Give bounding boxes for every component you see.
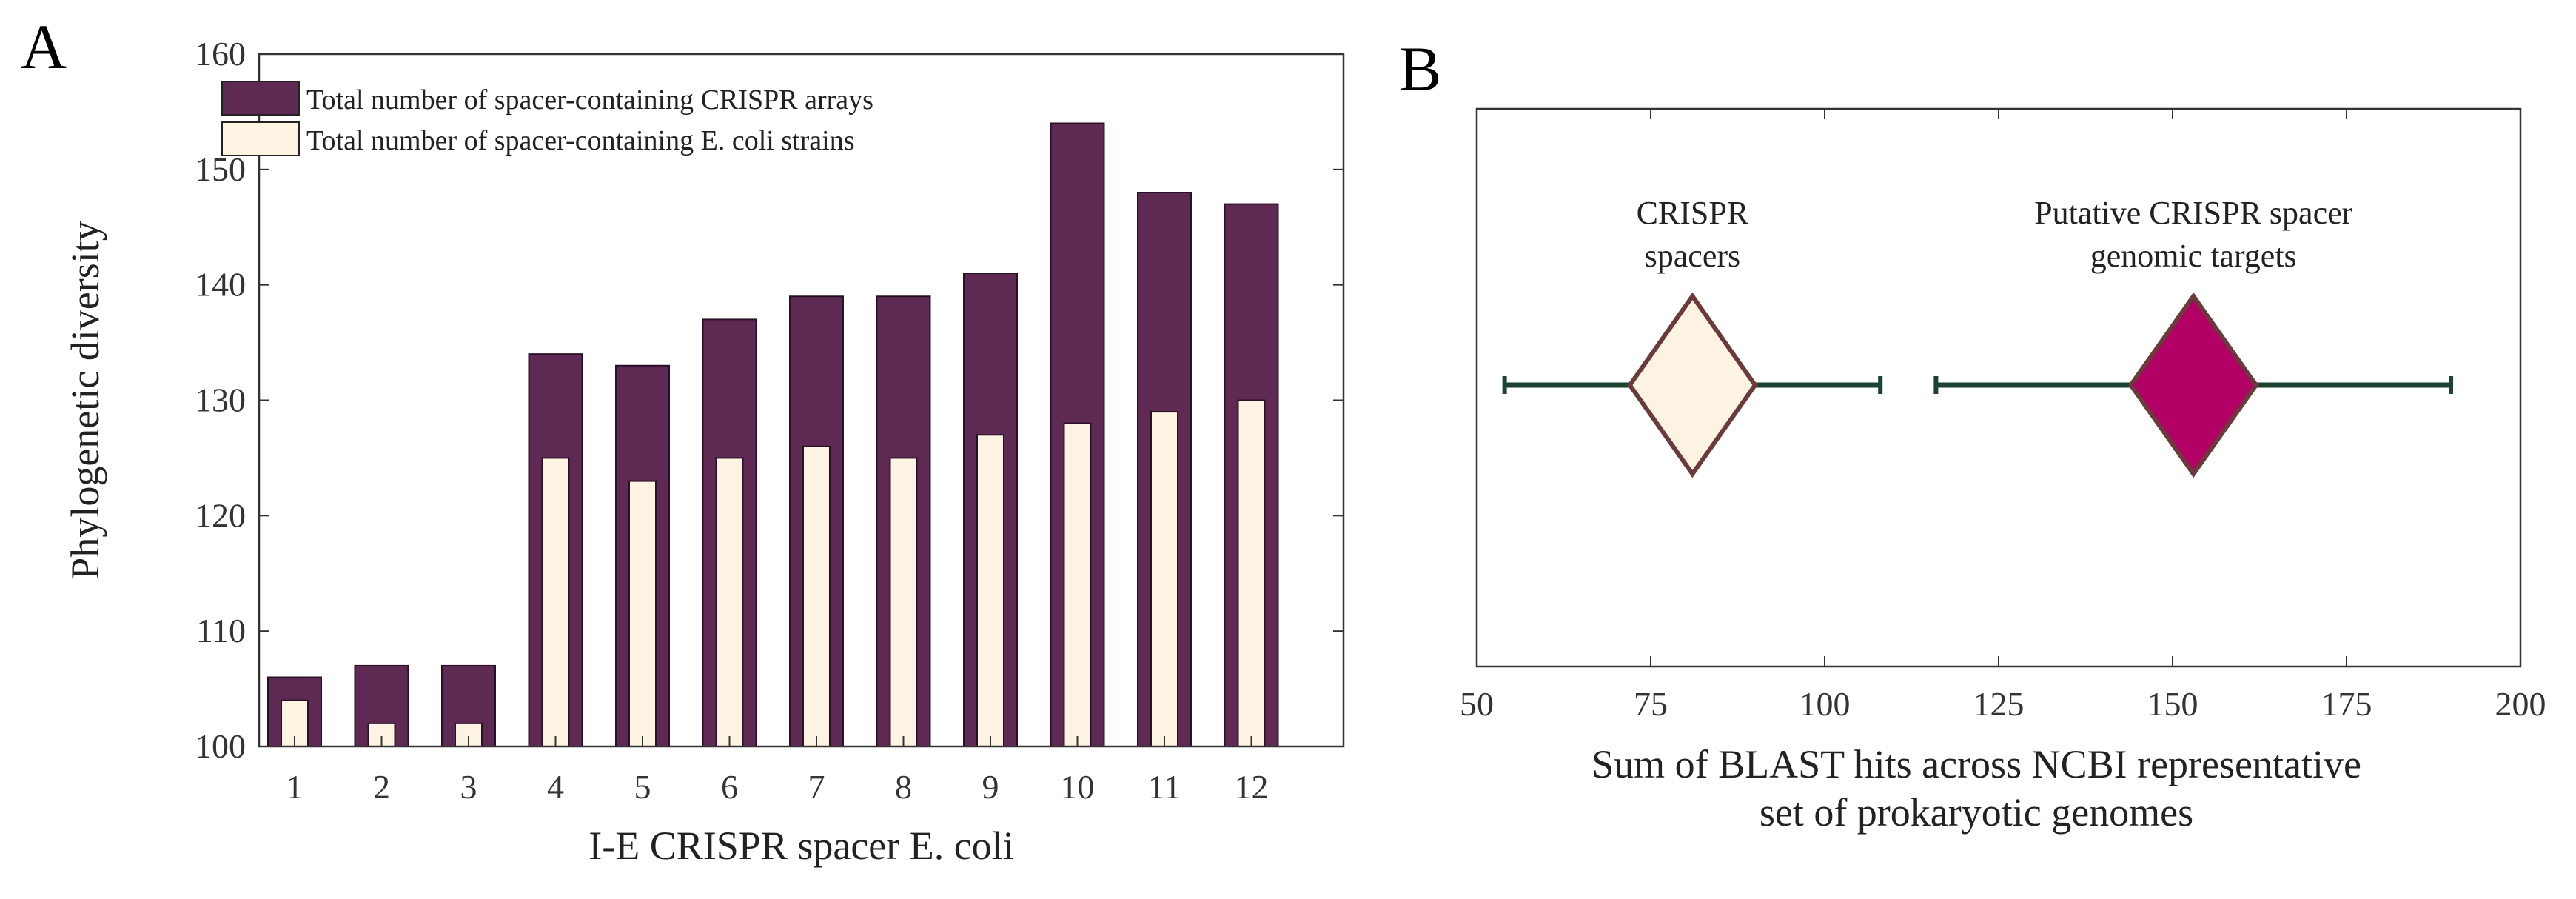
annotation-line2: spacers [1645, 238, 1741, 274]
panel-b-letter: B [1399, 33, 1441, 104]
legend-swatch-arrays [221, 81, 300, 116]
annotation-line2: genomic targets [2090, 238, 2297, 274]
panel-a-letter: A [21, 11, 67, 82]
x-tick-label: 12 [1235, 768, 1269, 806]
x-tick-label-b: 75 [1634, 685, 1668, 723]
bar-strains-9 [976, 434, 1004, 747]
x-tick-label: 9 [982, 768, 999, 806]
y-tick-label: 100 [195, 727, 246, 765]
bar-strains-10 [1063, 422, 1092, 748]
x-tick-label: 3 [460, 768, 477, 806]
bar-strains-4 [541, 457, 570, 748]
legend: Total number of spacer-containing CRISPR… [221, 81, 873, 156]
x-tick-label-b: 150 [2147, 685, 2198, 723]
y-tick-label: 130 [195, 381, 246, 419]
bar-strains-8 [889, 457, 918, 748]
bar-strains-11 [1150, 411, 1178, 747]
diamond-marker [1627, 292, 1758, 478]
bar-strains-6 [715, 457, 744, 748]
y-axis-title-a: Phylogenetic diversity [63, 221, 107, 579]
x-tick-label-b: 50 [1460, 685, 1494, 723]
y-tick-label: 140 [195, 266, 246, 304]
x-tick-label: 5 [634, 768, 651, 806]
interval-genomic-targets: Putative CRISPR spacer genomic targets [1933, 195, 2453, 478]
bar-group [267, 122, 1279, 748]
legend-label-strains: Total number of spacer-containing E. col… [306, 125, 855, 156]
x-axis-ticks-b: 50 75 100 125 150 175 200 [1460, 109, 2546, 723]
interval-chart-b: CRISPR spacers Putative CRISPR spacer genom… [1460, 107, 2546, 835]
diamond-marker [2127, 292, 2259, 478]
x-axis-title-b-line1: Sum of BLAST hits across NCBI representa… [1591, 742, 2361, 786]
y-tick-label: 150 [195, 150, 246, 188]
bar-strains-7 [802, 445, 831, 747]
x-tick-label: 4 [547, 768, 564, 806]
annotation-line1: Putative CRISPR spacer [2034, 195, 2353, 231]
x-tick-label: 8 [895, 768, 912, 806]
legend-swatch-strains [221, 121, 300, 156]
bar-strains-12 [1237, 399, 1266, 747]
x-tick-label: 11 [1148, 768, 1181, 806]
x-tick-label-b: 125 [1973, 685, 2025, 723]
interval-crispr-spacers: CRISPR spacers [1502, 195, 1883, 478]
x-tick-label: 10 [1061, 768, 1095, 806]
x-tick-label: 7 [808, 768, 825, 806]
legend-label-arrays: Total number of spacer-containing CRISPR… [306, 84, 873, 116]
y-tick-label: 160 [195, 35, 246, 73]
x-tick-label-b: 200 [2495, 685, 2546, 723]
x-tick-label-b: 100 [1799, 685, 1851, 723]
bar-strains-5 [628, 480, 657, 747]
x-axis-ticks: 1 2 3 4 5 6 7 8 9 10 11 12 [286, 736, 1269, 806]
x-axis-title-b-line2: set of prokaryotic genomes [1760, 790, 2193, 835]
y-tick-label: 120 [195, 496, 246, 534]
y-axis-ticks: 100 110 120 130 140 150 160 [195, 35, 1344, 765]
x-axis-title-a: I-E CRISPR spacer E. coli [588, 823, 1013, 868]
interval-marks: CRISPR spacers Putative CRISPR spacer genom… [1502, 195, 2453, 478]
y-tick-label: 110 [196, 612, 246, 649]
x-tick-label: 2 [373, 768, 390, 806]
annotation-line1: CRISPR [1637, 195, 1749, 231]
x-tick-label: 6 [721, 768, 738, 806]
x-tick-label-b: 175 [2321, 685, 2372, 723]
x-tick-label: 1 [286, 768, 303, 806]
